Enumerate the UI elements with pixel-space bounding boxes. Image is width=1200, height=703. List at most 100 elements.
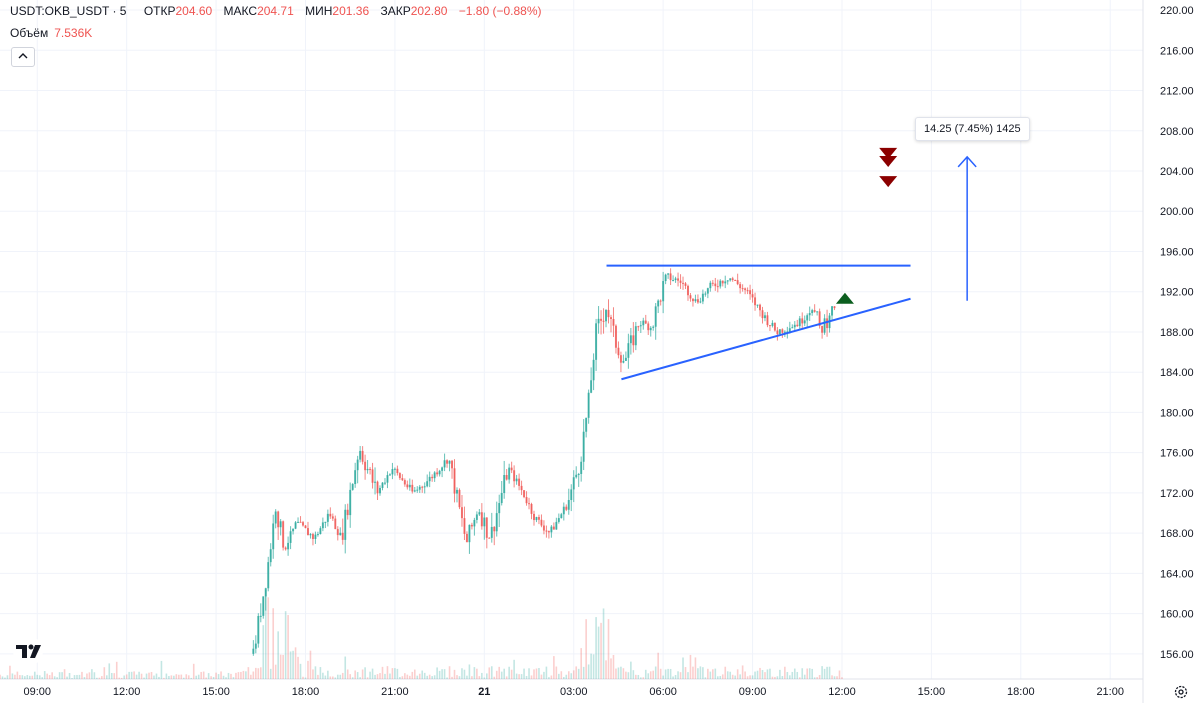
volume-bar (761, 670, 764, 679)
volume-bar (486, 673, 488, 679)
candle-body (272, 523, 275, 550)
volume-bar (322, 672, 324, 679)
volume-bar (734, 675, 736, 679)
candle-body (686, 285, 689, 296)
volume-bar (567, 671, 570, 679)
y-tick-label: 216.00 (1160, 45, 1194, 57)
volume-bar (19, 675, 21, 679)
candle-body (731, 278, 734, 280)
volume-bar (736, 669, 739, 679)
gear-icon[interactable] (1173, 684, 1189, 700)
candle-body (711, 282, 714, 284)
candle-body (739, 284, 742, 289)
volume-bar (836, 676, 838, 679)
volume-bar (158, 676, 160, 679)
volume-bar (140, 673, 143, 679)
volume-bar (483, 677, 486, 679)
volume-bar (374, 674, 376, 679)
volume-bar (200, 671, 202, 679)
volume-bar (495, 670, 498, 679)
volume-bar (580, 648, 582, 679)
candle-body (756, 304, 759, 306)
candle-body (627, 343, 630, 358)
volume-bar (565, 674, 568, 679)
volume-bar (180, 674, 183, 679)
volume-bar (520, 674, 523, 679)
volume-bar (789, 675, 791, 679)
volume-bar (384, 673, 386, 679)
volume-bar (610, 658, 612, 679)
candle-body (364, 461, 367, 471)
volume-bar (14, 674, 16, 679)
candle-body (500, 493, 503, 504)
volume-bar (689, 654, 692, 679)
candle-body (532, 513, 535, 521)
volume-bar (476, 668, 478, 679)
tradingview-logo[interactable] (8, 636, 48, 666)
candle-body (744, 288, 747, 291)
volume-bar (217, 674, 220, 679)
candle-body (458, 489, 461, 508)
volume-bar (153, 675, 155, 679)
candle-body (759, 304, 762, 311)
volume-bar (287, 615, 289, 679)
volume-bar (210, 676, 212, 679)
y-tick-label: 208.00 (1160, 126, 1194, 138)
candle-body (252, 648, 255, 654)
volume-bar (478, 676, 481, 679)
candle-body (617, 347, 620, 356)
candle-body (381, 482, 384, 488)
candle-body (418, 486, 421, 490)
close-label: ЗАКР (380, 4, 411, 18)
volume-bar (781, 676, 784, 679)
volume-bar (110, 672, 113, 679)
volume-bar (135, 674, 138, 679)
y-tick-label: 212.00 (1160, 86, 1194, 98)
volume-bar (823, 668, 826, 679)
volume-bar (739, 674, 741, 679)
volume-bar (381, 666, 384, 679)
volume-bar (43, 671, 46, 679)
candle-body (763, 315, 766, 319)
volume-bar (364, 667, 366, 679)
volume-bar (88, 672, 91, 679)
measure-arrowhead (957, 155, 977, 168)
volume-bar (245, 671, 247, 679)
candle-body (565, 506, 568, 510)
volume-bar (563, 677, 565, 679)
candle-body (456, 489, 459, 494)
symbol-title[interactable]: USDT:OKB_USDT · 5 (10, 4, 127, 18)
volume-bar (635, 674, 637, 679)
volume-bar (38, 675, 41, 679)
measure-label[interactable]: 14.25 (7.45%) 1425 (915, 117, 1030, 141)
candle-body (751, 294, 754, 298)
volume-bar (746, 676, 749, 679)
volume-bar (277, 631, 279, 679)
volume-bar (334, 677, 337, 679)
candle-body (433, 472, 436, 479)
candle-body (632, 335, 635, 346)
candle-body (351, 484, 354, 490)
collapse-legend-button[interactable] (11, 47, 35, 67)
volume-bar (165, 673, 168, 679)
volume-bar (597, 626, 600, 679)
candle-body (513, 470, 516, 482)
candle-body (741, 288, 744, 290)
chart-legend: USDT:OKB_USDT · 5 ОТКР204.60 МАКС204.71 … (10, 4, 550, 18)
candle-body (314, 534, 317, 539)
candle-body (657, 300, 660, 307)
volume-bar (692, 666, 694, 679)
volume-bar (26, 675, 29, 679)
volume-bar (81, 671, 83, 679)
candle-body (274, 511, 277, 524)
candle-body (614, 325, 617, 348)
candle-body (793, 324, 796, 328)
candle-body (326, 513, 329, 522)
volume-bar (813, 677, 816, 679)
candle-body (386, 475, 389, 483)
volume-bar (595, 617, 597, 679)
volume-bar (699, 666, 702, 679)
candle-body (369, 468, 372, 470)
candle-body (803, 320, 806, 324)
